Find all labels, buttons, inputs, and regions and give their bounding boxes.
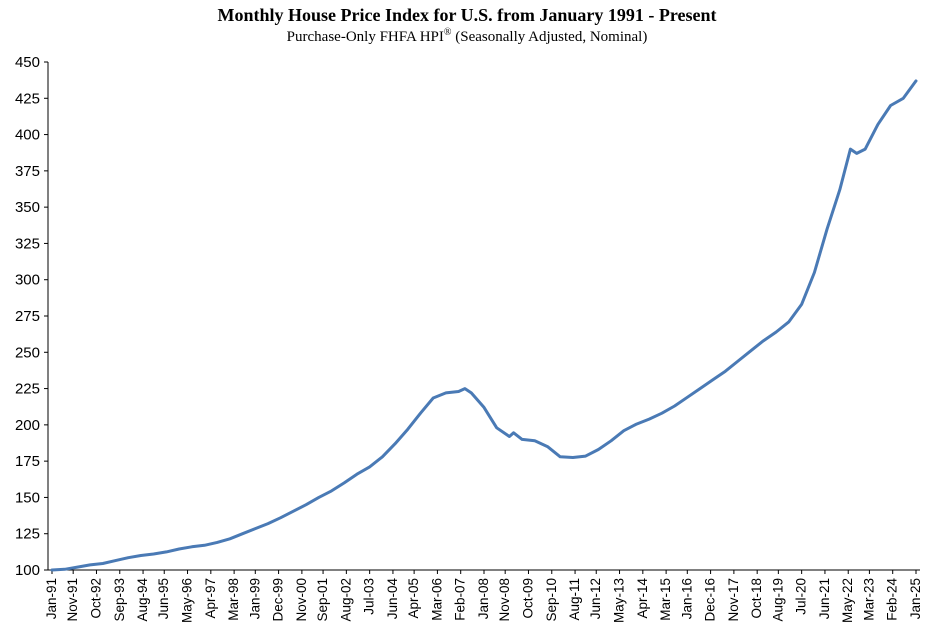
- chart-title: Monthly House Price Index for U.S. from …: [217, 5, 717, 25]
- x-tick-label: Aug-94: [135, 578, 150, 622]
- y-tick-label: 100: [15, 562, 40, 579]
- y-tick-label: 325: [15, 235, 40, 252]
- x-tick-label: Feb-24: [885, 578, 900, 621]
- x-tick-label: Jun-04: [385, 578, 400, 620]
- x-tick-label: Feb-07: [453, 578, 468, 621]
- subtitle-registered-mark: ®: [443, 27, 452, 38]
- hpi-series-line: [50, 79, 918, 572]
- x-tick-label: Apr-14: [635, 578, 650, 619]
- x-tick-label: Jun-95: [156, 578, 171, 619]
- x-tick-label: Sep-10: [544, 578, 559, 622]
- x-tick-label: Dec-16: [703, 578, 718, 622]
- x-tick-label: Mar-15: [658, 578, 673, 621]
- x-tick-label: Aug-02: [338, 578, 353, 622]
- x-tick-label: Oct-09: [520, 578, 535, 619]
- y-tick-label: 450: [15, 54, 40, 71]
- x-tick-label: Jan-91: [44, 578, 59, 619]
- y-axis: 100 125 150 175 200 225 250 275 300 325 350 375 400 4…: [15, 54, 49, 579]
- x-tick-label: Jul-20: [794, 578, 809, 615]
- y-tick-label: 300: [15, 272, 40, 289]
- x-tick-label: Mar-23: [861, 578, 876, 621]
- x-tick-label: Oct-92: [88, 578, 103, 619]
- y-tick-label: 200: [15, 417, 40, 434]
- x-axis: Jan-91 Nov-91 Oct-92 Sep-93 Aug-94 Jun-95 May-…: [44, 569, 923, 623]
- x-tick-label: Jan-16: [679, 578, 694, 619]
- y-tick-label: 250: [15, 344, 40, 361]
- x-tick-label: Jun-21: [817, 578, 832, 619]
- y-tick-label: 275: [15, 308, 40, 325]
- x-tick-label: Jan-08: [476, 578, 491, 619]
- y-tick-label: 125: [15, 526, 40, 543]
- y-tick-label: 175: [15, 453, 40, 470]
- x-tick-label: Nov-91: [65, 578, 80, 622]
- y-tick-label: 375: [15, 163, 40, 180]
- x-tick-label: Oct-18: [749, 578, 764, 619]
- x-tick-label: Jul-03: [362, 578, 377, 615]
- y-tick-label: 225: [15, 381, 40, 398]
- chart-subtitle: Purchase-Only FHFA HPI® (Seasonally Adju…: [0, 27, 934, 46]
- subtitle-main: Purchase-Only FHFA HPI: [286, 29, 444, 45]
- x-tick-label: Sep-01: [315, 578, 330, 622]
- plot-area: [50, 79, 918, 572]
- x-tick-label: Apr-97: [203, 578, 218, 619]
- x-tick-label: Nov-00: [294, 578, 309, 622]
- x-tick-label: Aug-11: [567, 578, 582, 621]
- x-tick-label: Dec-99: [271, 578, 286, 622]
- x-tick-label: Jun-12: [588, 578, 603, 619]
- x-tick-label: Nov-08: [497, 578, 512, 622]
- x-tick-label: Mar-98: [226, 578, 241, 621]
- x-tick-label: Jan-25: [908, 578, 923, 619]
- x-tick-label: May-22: [840, 578, 855, 623]
- x-tick-label: Mar-06: [429, 578, 444, 621]
- x-tick-label: Aug-19: [770, 578, 785, 622]
- y-tick-label: 350: [15, 199, 40, 216]
- y-tick-label: 150: [15, 489, 40, 506]
- y-tick-label: 400: [15, 127, 40, 144]
- x-tick-label: Apr-05: [406, 578, 421, 619]
- x-tick-label: May-13: [612, 578, 627, 623]
- x-tick-label: Sep-93: [112, 578, 127, 622]
- y-tick-label: 425: [15, 90, 40, 107]
- x-tick-label: Jan-99: [247, 578, 262, 619]
- subtitle-rest: (Seasonally Adjusted, Nominal): [451, 29, 648, 45]
- x-tick-label: May-96: [180, 578, 195, 623]
- x-tick-label: Nov-17: [726, 578, 741, 622]
